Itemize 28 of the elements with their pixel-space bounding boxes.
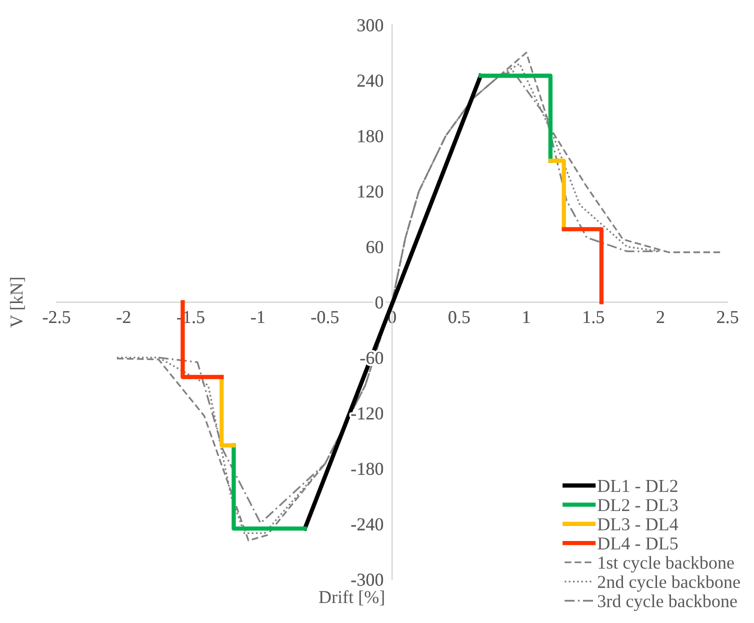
x-axis-title: Drift [%] bbox=[319, 590, 384, 606]
legend-label: DL1 - DL2 bbox=[598, 480, 678, 492]
x-tick-label: 0.5 bbox=[448, 311, 470, 324]
legend-label: 2nd cycle backbone bbox=[598, 575, 740, 592]
x-tick-label: -2.5 bbox=[42, 311, 70, 324]
x-tick-label: 1.5 bbox=[584, 311, 604, 324]
y-tick-label: 120 bbox=[358, 186, 384, 198]
x-tick-label: 2 bbox=[656, 311, 664, 324]
x-tick-label: 2.5 bbox=[717, 311, 738, 324]
y-tick-label: -300 bbox=[351, 574, 384, 586]
y-tick-label: 180 bbox=[358, 130, 384, 142]
y-tick-label: -180 bbox=[351, 462, 384, 475]
y-tick-label: -120 bbox=[351, 407, 384, 420]
legend-label: DL2 - DL3 bbox=[598, 499, 678, 512]
legend-label: DL3 - DL4 bbox=[598, 518, 678, 530]
legend-label: 3rd cycle backbone bbox=[598, 594, 737, 611]
y-tick-label: -240 bbox=[351, 518, 384, 530]
legend-label: DL4 - DL5 bbox=[598, 538, 678, 550]
y-axis-title: V [kN] bbox=[10, 278, 25, 328]
x-tick-label: -1 bbox=[251, 311, 264, 324]
y-tick-label: 60 bbox=[366, 240, 384, 254]
y-tick-label: 240 bbox=[357, 74, 384, 87]
x-tick-label: -2 bbox=[116, 311, 130, 324]
y-tick-label: 0 bbox=[375, 296, 384, 309]
x-tick-label: -0.5 bbox=[311, 311, 339, 324]
x-tick-label: 1 bbox=[523, 311, 530, 324]
y-tick-label: 300 bbox=[358, 19, 384, 32]
legend-label: 1st cycle backbone bbox=[598, 556, 734, 572]
